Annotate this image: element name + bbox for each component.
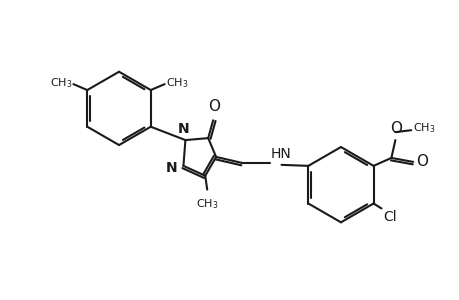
Text: O: O: [415, 154, 427, 169]
Text: N: N: [166, 161, 177, 175]
Text: CH$_3$: CH$_3$: [412, 121, 435, 135]
Text: Cl: Cl: [383, 210, 396, 224]
Text: O: O: [390, 121, 402, 136]
Text: N: N: [177, 122, 189, 136]
Text: CH$_3$: CH$_3$: [50, 76, 72, 90]
Text: CH$_3$: CH$_3$: [196, 198, 218, 212]
Text: O: O: [207, 99, 220, 114]
Text: CH$_3$: CH$_3$: [165, 76, 188, 90]
Text: HN: HN: [270, 147, 291, 161]
